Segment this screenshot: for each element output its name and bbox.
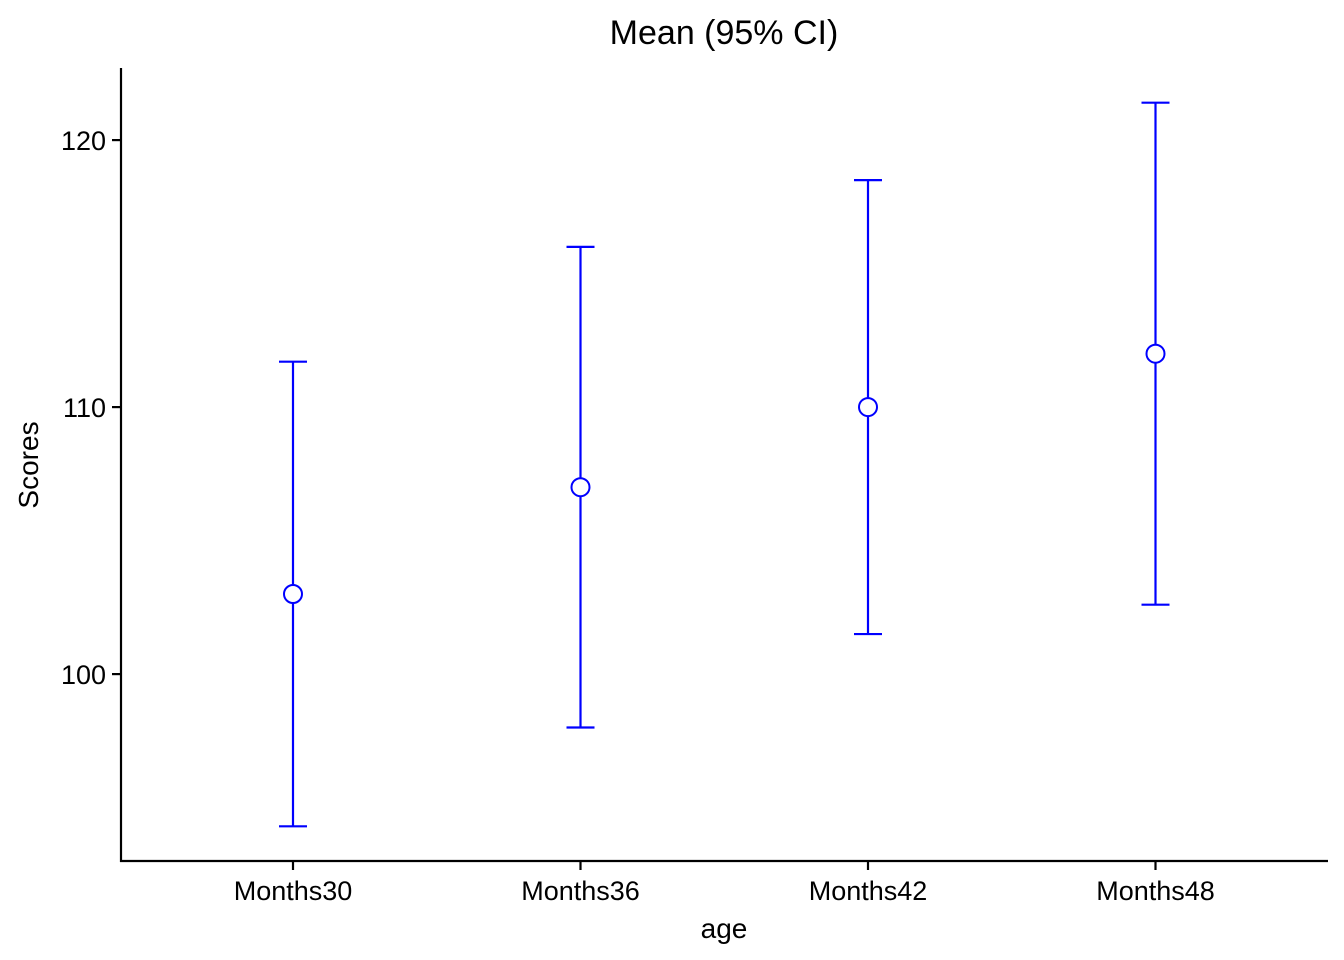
y-tick-label: 110: [63, 393, 106, 423]
x-tick-label: Months36: [521, 876, 640, 906]
plot-area: 100 110 120 Months30 Months36 Months42 Months4…: [61, 68, 1328, 906]
x-axis-title: age: [701, 913, 748, 944]
y-tick-label: 120: [61, 126, 106, 156]
chart-title: Mean (95% CI): [610, 14, 839, 52]
x-tick-label: Months42: [809, 876, 928, 906]
y-axis-title: Scores: [13, 421, 44, 508]
x-tick-label: Months30: [234, 876, 353, 906]
mean-point: [570, 477, 591, 498]
mean-point: [283, 583, 303, 604]
x-tick-label: Months48: [1096, 876, 1215, 906]
mean-point: [1145, 343, 1166, 364]
y-tick-label: 100: [61, 660, 106, 690]
mean-point: [858, 397, 878, 418]
